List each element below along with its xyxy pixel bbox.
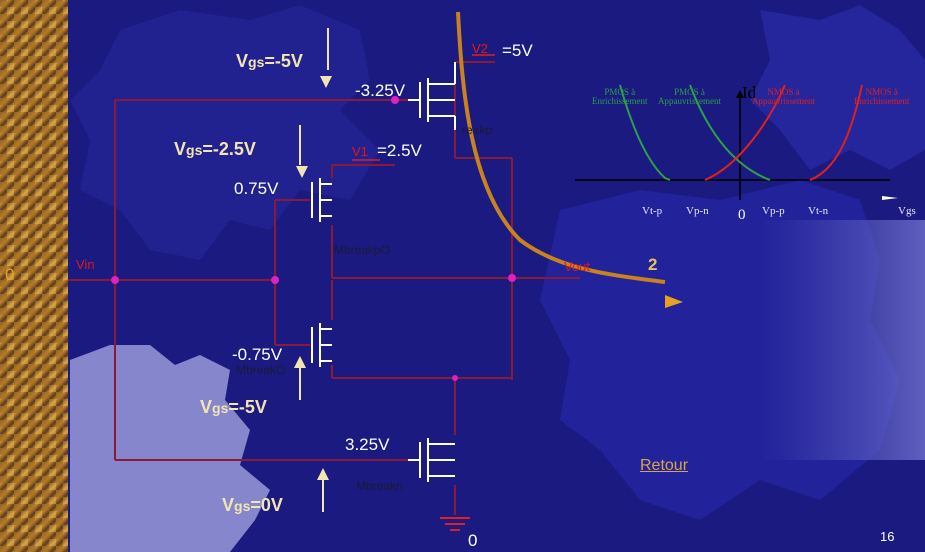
vin-label: Vin — [76, 257, 95, 272]
curve-nmos-enrichissement — [809, 84, 863, 181]
left-decorative-strip — [0, 0, 68, 552]
vgs-lower-label: Vgs=-5V — [200, 397, 267, 417]
background-gears — [70, 5, 925, 552]
vgs-markers — [294, 28, 332, 512]
junction-gate — [271, 276, 279, 284]
slide-number: 16 — [880, 529, 895, 544]
v1-value: =2.5V — [377, 141, 422, 160]
upper-gate-voltage: 0.75V — [234, 179, 279, 198]
transistor-lower-symbol — [311, 323, 332, 367]
gear-center-icon — [70, 5, 380, 260]
junction-vout — [508, 274, 516, 282]
curve-label-nmos-appauvrissement: NMOS à Appauvrissement — [752, 87, 815, 106]
output-value: 2 — [648, 255, 658, 274]
gear-top-right-icon — [750, 5, 925, 170]
bottom-gate-voltage: 3.25V — [345, 435, 390, 454]
curve-pmos-enrichissement — [619, 84, 671, 181]
transistor-upper-symbol — [311, 178, 332, 222]
ground-icon — [440, 517, 470, 531]
curve-pmos-appauvrissement — [689, 84, 771, 181]
inset-y-axis-label: Id — [742, 83, 757, 102]
tick-label-vt-p: Vt-p — [642, 205, 663, 217]
play-arrow-icon[interactable] — [665, 295, 683, 308]
input-value: 0 — [5, 265, 15, 284]
lower-transistor-name: MbreakO — [236, 363, 286, 377]
ground-value: 0 — [468, 531, 478, 550]
inset-x-axis-label: Vgs — [898, 205, 916, 217]
vout-label: Vout — [564, 259, 591, 274]
junction-dots — [111, 96, 516, 381]
gear-bottom-left-icon — [70, 345, 270, 552]
inset-origin-label: 0 — [738, 207, 746, 223]
lower-gate-voltage: -0.75V — [232, 345, 283, 364]
transistor-bottom-symbol — [408, 438, 455, 482]
gear-highlight — [760, 220, 925, 460]
tick-label-vt-n: Vt-n — [808, 205, 829, 217]
curve-nmos-appauvrissement — [704, 84, 786, 181]
retour-link[interactable]: Retour — [640, 457, 689, 474]
tick-label-vp-p: Vp-p — [762, 205, 785, 217]
tick-label-vp-n: Vp-n — [686, 205, 709, 217]
top-gate-voltage: -3.25V — [355, 81, 406, 100]
curve-label-pmos-enrichissement: PMOS à Enrichissement — [592, 87, 648, 106]
vgs-top-label: Vgs=-5V — [236, 51, 303, 71]
bottom-transistor-name: Mbreakn — [356, 479, 403, 493]
transistor-top-symbol — [408, 62, 456, 130]
vgs-upper-label: Vgs=-2.5V — [174, 139, 256, 159]
junction-bottom — [452, 375, 458, 381]
v1-label: V1 — [352, 144, 368, 159]
inset-chart — [575, 84, 898, 200]
curve-label-nmos-enrichissement: NMOS à Enrichissement — [854, 87, 910, 106]
upper-transistor-name: MbreakpO — [334, 243, 391, 257]
junction-top-gate — [391, 96, 399, 104]
v2-label: V2 — [472, 41, 488, 56]
y-axis-arrow-icon — [736, 90, 744, 98]
v2-value: =5V — [502, 41, 533, 60]
x-axis-arrow-icon — [882, 196, 898, 200]
vgs-bottom-label: Vgs=0V — [222, 495, 283, 515]
junction-vin — [111, 276, 119, 284]
curve-label-pmos-appauvrissement: PMOS à Appauvrissement — [658, 87, 721, 106]
transfer-curve — [456, 11, 666, 284]
top-transistor-name: reakp — [462, 123, 493, 137]
